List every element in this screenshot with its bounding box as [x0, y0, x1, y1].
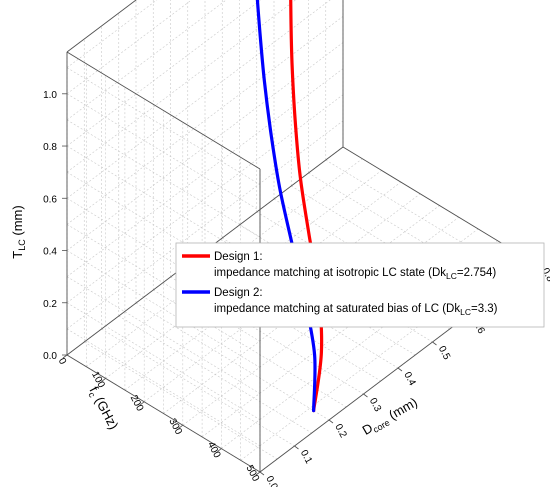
grid-line-back-horizontal	[66, 0, 331, 199]
grid-line-floor-d	[135, 302, 330, 421]
legend: Design 1: impedance matching at isotropi…	[175, 242, 545, 328]
legend-box	[175, 242, 545, 328]
x-tick-label: 0.5	[436, 344, 452, 362]
y-tick-label: 0	[56, 356, 69, 366]
x-tick-label: 0.0	[263, 474, 279, 487]
legend-desc-design-2: impedance matching at saturated bias of …	[214, 303, 498, 317]
grid-line-back-horizontal	[66, 0, 296, 173]
y-tick-mark	[101, 378, 106, 382]
grid-line-left-horizontal	[66, 67, 261, 185]
z-tick-label: 0.8	[43, 142, 57, 153]
y-tick-mark	[62, 354, 68, 359]
y-tick-mark	[139, 401, 145, 406]
legend-desc-design-1: impedance matching at isotropic LC state…	[214, 267, 496, 281]
z-tick-label: 1.0	[43, 90, 57, 101]
grid-line-back-horizontal	[66, 0, 262, 147]
x-tick-label: 0.2	[332, 422, 348, 440]
y-tick-label: 400	[205, 440, 223, 460]
legend-label-design-1: Design 1:	[214, 251, 263, 263]
z-tick-label: 0.6	[43, 194, 57, 205]
grid-line-back-horizontal	[66, 16, 344, 225]
grid-line-back-horizontal	[66, 68, 344, 277]
z-tick-label: 0.4	[43, 247, 57, 258]
x-tick-label: 0.3	[367, 396, 383, 414]
grid-line-left-horizontal	[66, 119, 261, 238]
grid-line-back-horizontal	[66, 0, 227, 121]
x-tick-mark	[328, 419, 334, 424]
grid-line-back-horizontal	[66, 42, 344, 251]
z-axis-title: TLC (mm)	[10, 205, 27, 258]
y-tick-label: 300	[166, 417, 184, 437]
y-axis-title: fc (GHz)	[85, 384, 122, 433]
grid-line-left-horizontal	[66, 93, 261, 212]
frame-edge-floor-left	[66, 354, 261, 473]
grid-line-floor-d	[101, 328, 295, 447]
x-tick-label: 0.4	[401, 370, 417, 388]
grid-line-left-horizontal	[66, 250, 261, 368]
y-tick-label: 200	[128, 393, 146, 413]
x-tick-mark	[397, 367, 403, 372]
x-tick-mark	[294, 445, 299, 450]
y-tick-mark	[217, 448, 222, 452]
x-tick-label: 0.1	[298, 448, 314, 466]
y-tick-mark	[178, 424, 184, 429]
series-lines	[255, 0, 324, 413]
frame-edge-top-back	[66, 0, 137, 53]
x-tick-mark	[259, 471, 265, 476]
grid-line-back-horizontal	[66, 0, 192, 95]
y-tick-label: 500	[244, 464, 262, 484]
y-tick-mark	[255, 471, 261, 476]
x-tick-label: 0.8	[539, 266, 550, 284]
series-line-design-1	[289, 0, 324, 413]
z-tick-label: 0.0	[43, 351, 57, 362]
x-tick-mark	[363, 393, 368, 398]
z-tick-label: 0.2	[43, 299, 57, 310]
legend-label-design-2: Design 2:	[214, 287, 263, 299]
frame-edge-top-left	[66, 51, 261, 170]
x-tick-mark	[432, 341, 437, 346]
grid-line-back-horizontal	[66, 0, 158, 68]
